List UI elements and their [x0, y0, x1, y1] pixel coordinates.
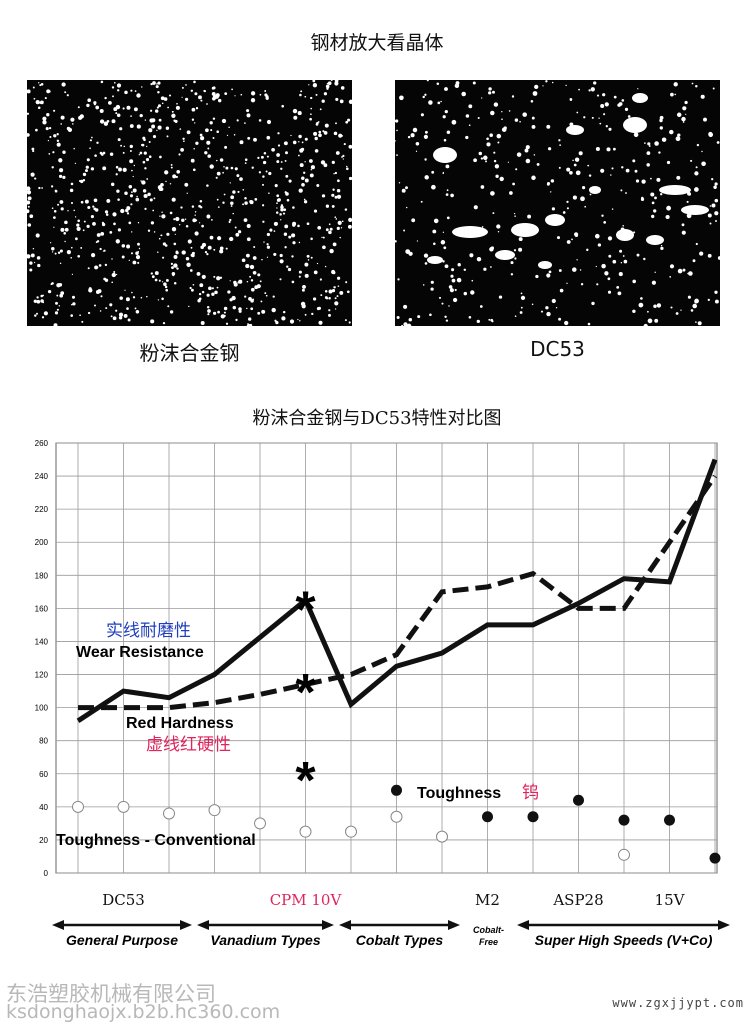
toughness-conventional-point	[72, 800, 84, 813]
chart-annotations: * * *	[295, 581, 316, 809]
asterisk-annotation: *	[295, 752, 316, 810]
y-tick-label: 220	[35, 505, 49, 514]
toughness-label: Toughness	[417, 785, 501, 802]
y-axis-ticks: 0 20 40 60 80 100 120 140 160 180 200 220 240 260	[35, 439, 49, 878]
toughness-conventional-point	[299, 825, 312, 838]
y-tick-label: 160	[35, 604, 49, 613]
y-tick-label: 260	[35, 439, 49, 448]
asterisk-annotation: *	[295, 581, 316, 639]
x-axis-label: CPM 10V	[270, 891, 343, 909]
y-tick-label: 0	[44, 869, 49, 878]
chart-series	[76, 458, 718, 723]
footer-url: ksdonghaojx.b2b.hc360.com	[6, 1001, 281, 1023]
toughness-conventional-point	[208, 804, 221, 817]
toughness-point	[527, 811, 539, 823]
toughness-conventional-point	[436, 830, 448, 843]
toughness-point	[482, 811, 493, 823]
x-axis-label: 15V	[655, 891, 686, 909]
y-tick-label: 180	[35, 571, 49, 580]
x-axis-labels: DC53 CPM 10V M2 ASP28 15V	[102, 891, 685, 909]
chart-markers	[72, 784, 721, 864]
toughness-conventional-point	[163, 807, 175, 820]
toughness-point	[391, 784, 402, 796]
y-tick-label: 100	[35, 704, 49, 713]
toughness-point	[664, 814, 675, 826]
red-hardness-line	[78, 474, 718, 711]
chart-title: 粉沫合金钢与DC53特性对比图	[252, 408, 502, 429]
toughness-conventional-point	[117, 800, 130, 813]
x-axis-label: DC53	[102, 891, 145, 909]
category-label: Vanadium Types	[210, 932, 320, 948]
toughness-point	[709, 852, 721, 864]
y-tick-label: 80	[39, 737, 48, 746]
y-tick-label: 240	[35, 472, 49, 481]
toughness-conventional-point	[618, 848, 630, 861]
red-hardness-label: Red Hardness	[126, 715, 234, 732]
wear-resistance-line	[76, 458, 718, 723]
y-tick-label: 140	[35, 637, 49, 646]
toughness-conventional-point	[254, 817, 266, 830]
wear-resistance-cn-label: 实线耐磨性	[106, 621, 191, 641]
dc53-micrograph	[395, 80, 720, 326]
y-tick-label: 120	[35, 671, 49, 680]
footer-site: www.zgxjjypt.com	[612, 996, 744, 1010]
wear-resistance-label: Wear Resistance	[76, 644, 204, 661]
y-tick-label: 20	[39, 836, 48, 845]
category-label: Cobalt Types	[356, 932, 444, 948]
asterisk-annotation: *	[295, 664, 316, 722]
y-tick-label: 40	[39, 803, 48, 812]
x-axis-label: M2	[475, 891, 500, 909]
category-arrows: General Purpose Vanadium Types Cobalt Type…	[52, 920, 730, 948]
red-hardness-cn-label: 虚线红硬性	[146, 735, 231, 755]
x-axis-label: ASP28	[552, 891, 603, 909]
y-tick-label: 200	[35, 538, 49, 547]
page-title: 钢材放大看晶体	[310, 32, 444, 54]
powder-steel-micrograph	[27, 80, 352, 326]
toughness-conventional-point	[390, 810, 403, 823]
category-label: General Purpose	[66, 932, 178, 948]
y-tick-label: 60	[39, 770, 48, 779]
toughness-conventional-label: Toughness - Conventional	[56, 832, 256, 849]
toughness-point	[618, 814, 630, 826]
toughness-point	[573, 794, 584, 806]
toughness-conventional-point	[345, 825, 357, 838]
category-label: Cobalt-	[473, 925, 504, 935]
dc53-caption: DC53	[530, 337, 585, 361]
category-label: Free	[479, 937, 498, 947]
footer-company: 东浩塑胶机械有限公司	[6, 982, 216, 1006]
powder-steel-caption: 粉沫合金钢	[139, 341, 240, 365]
toughness-cn-label: 钨	[522, 783, 539, 803]
category-label: Super High Speeds (V+Co)	[535, 932, 713, 948]
